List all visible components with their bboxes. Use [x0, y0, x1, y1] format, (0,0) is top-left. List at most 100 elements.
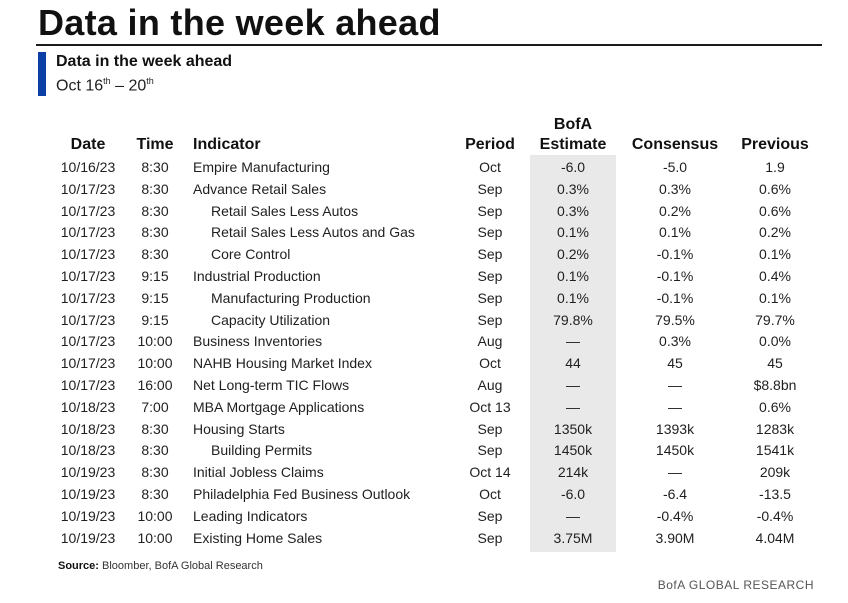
cell-period: Sep [477, 246, 503, 263]
cell-time: 8:30 [141, 464, 169, 481]
cell-estimate: -6.0 [560, 485, 586, 502]
column-header-consensus: Consensus [631, 136, 719, 153]
brand-footer: BofA GLOBAL RESEARCH [657, 578, 814, 592]
cell-time: 9:15 [141, 311, 169, 328]
cell-time: 8:30 [141, 442, 169, 459]
section-title: Data in the week ahead [56, 53, 233, 70]
estimate-column-shading [530, 155, 616, 552]
cell-period: Oct [479, 485, 501, 502]
cell-previous: 1283k [755, 420, 795, 437]
cell-previous: -0.4% [756, 507, 794, 524]
cell-previous: 0.2% [759, 224, 791, 241]
cell-time: 10:00 [137, 333, 173, 350]
cell-date: 10/17/23 [60, 246, 116, 263]
cell-previous: 0.4% [759, 267, 791, 284]
cell-indicator: Manufacturing Production [211, 289, 371, 306]
cell-consensus: — [668, 398, 682, 415]
cell-date: 10/19/23 [60, 529, 116, 546]
cell-time: 16:00 [137, 376, 173, 393]
cell-time: 8:30 [141, 420, 169, 437]
column-header-period: Period [465, 136, 515, 153]
column-header-time: Time [136, 136, 174, 153]
cell-previous: -13.5 [759, 485, 791, 502]
cell-indicator: Housing Starts [193, 420, 285, 437]
cell-time: 8:30 [141, 202, 169, 219]
cell-estimate: — [566, 398, 580, 415]
cell-date: 10/18/23 [60, 442, 116, 459]
cell-date: 10/19/23 [60, 464, 116, 481]
cell-estimate: 0.3% [557, 202, 589, 219]
cell-date: 10/17/23 [60, 333, 116, 350]
cell-previous: 0.6% [759, 180, 791, 197]
cell-date: 10/17/23 [60, 355, 116, 372]
cell-consensus: 45 [667, 355, 683, 372]
cell-consensus: -0.1% [656, 289, 694, 306]
cell-consensus: -0.4% [656, 507, 694, 524]
cell-previous: 45 [767, 355, 783, 372]
cell-estimate: 0.1% [557, 224, 589, 241]
cell-time: 9:15 [141, 267, 169, 284]
cell-estimate: 3.75M [553, 529, 593, 546]
cell-estimate: 1450k [553, 442, 593, 459]
table-row: 10/16/23 8:30 Empire Manufacturing Oct -6.0 -… [0, 156, 848, 178]
cell-previous: 0.1% [759, 289, 791, 306]
cell-estimate: 0.1% [557, 289, 589, 306]
column-header-date: Date [70, 136, 106, 153]
section-accent-bar [38, 52, 46, 96]
column-header-estimate-top: BofA [553, 116, 593, 133]
date-range-end: – 20 [110, 77, 147, 95]
cell-indicator: Advance Retail Sales [193, 180, 327, 197]
column-header-indicator: Indicator [193, 136, 261, 153]
table-row: 10/17/23 9:15 Manufacturing Production Sep 0… [0, 287, 848, 309]
cell-estimate: 0.1% [557, 267, 589, 284]
cell-consensus: 79.5% [655, 311, 695, 328]
cell-consensus: 0.3% [659, 333, 691, 350]
date-range: Oct 16th – 20th [56, 76, 154, 95]
cell-indicator: NAHB Housing Market Index [193, 355, 372, 372]
cell-consensus: 1450k [655, 442, 695, 459]
date-range-end-suffix: th [146, 76, 154, 86]
cell-time: 7:00 [141, 398, 169, 415]
cell-estimate: 1350k [553, 420, 593, 437]
cell-period: Sep [477, 442, 503, 459]
cell-date: 10/19/23 [60, 485, 116, 502]
cell-period: Aug [477, 333, 503, 350]
cell-period: Aug [477, 376, 503, 393]
cell-estimate: — [566, 507, 580, 524]
cell-period: Sep [477, 224, 503, 241]
cell-indicator: Net Long-term TIC Flows [193, 376, 350, 393]
cell-consensus: — [668, 376, 682, 393]
title-divider [36, 44, 822, 46]
table-row: 10/17/23 8:30 Retail Sales Less Autos and … [0, 221, 848, 243]
cell-estimate: 214k [557, 464, 589, 481]
cell-time: 8:30 [141, 224, 169, 241]
cell-previous: $8.8bn [753, 376, 797, 393]
cell-period: Oct [479, 355, 501, 372]
table-row: 10/17/23 10:00 NAHB Housing Market Index Oc… [0, 352, 848, 374]
cell-period: Sep [477, 420, 503, 437]
cell-indicator: Existing Home Sales [193, 529, 323, 546]
column-header-estimate-bottom: Estimate [539, 136, 607, 153]
cell-period: Oct 14 [469, 464, 511, 481]
column-header-estimate: BofA Estimate [530, 116, 616, 154]
source-note: Source: Bloomber, BofA Global Research [58, 560, 263, 572]
cell-consensus: -5.0 [662, 159, 688, 175]
cell-indicator: Empire Manufacturing [193, 159, 330, 175]
cell-indicator: Core Control [211, 246, 291, 263]
cell-indicator: Initial Jobless Claims [193, 464, 324, 481]
table-row: 10/17/23 8:30 Core Control Sep 0.2% -0.1% 0.1% [0, 243, 848, 265]
cell-time: 10:00 [137, 529, 173, 546]
cell-time: 10:00 [137, 355, 173, 372]
cell-consensus: -6.4 [662, 485, 688, 502]
cell-time: 8:30 [141, 180, 169, 197]
cell-previous: 0.6% [759, 202, 791, 219]
table-row: 10/19/23 8:30 Philadelphia Fed Business Ou… [0, 483, 848, 505]
cell-previous: 79.7% [755, 311, 795, 328]
cell-indicator: Leading Indicators [193, 507, 308, 524]
table-row: 10/19/23 10:00 Leading Indicators Sep — -0.4%… [0, 505, 848, 527]
cell-estimate: 79.8% [553, 311, 593, 328]
cell-period: Sep [477, 202, 503, 219]
cell-consensus: 0.3% [659, 180, 691, 197]
cell-date: 10/16/23 [60, 159, 116, 175]
cell-consensus: 0.1% [659, 224, 691, 241]
